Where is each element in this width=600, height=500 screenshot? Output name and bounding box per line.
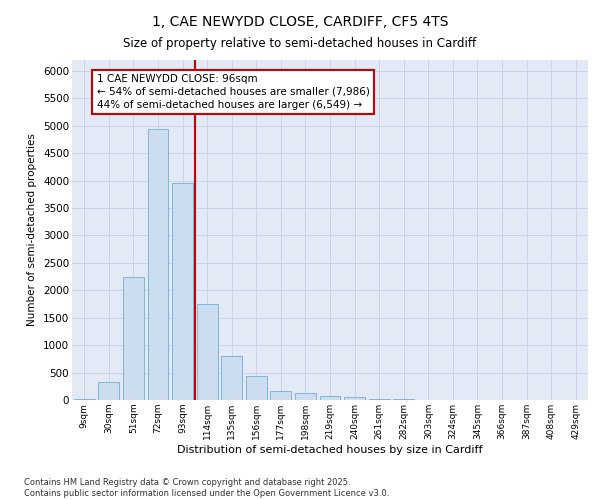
Bar (271, 390, 292, 400)
Bar (246, 376, 267, 400)
Bar (74, 398, 95, 400)
Bar (123, 276, 144, 400)
Bar (221, 356, 242, 400)
Text: 1 CAE NEWYDD CLOSE: 96sqm
← 54% of semi-detached houses are smaller (7,986)
44% : 1 CAE NEWYDD CLOSE: 96sqm ← 54% of semi-… (97, 74, 370, 110)
Bar (148, 128, 169, 400)
Text: Contains HM Land Registry data © Crown copyright and database right 2025.
Contai: Contains HM Land Registry data © Crown c… (24, 478, 389, 498)
Bar (295, 394, 316, 400)
Text: Size of property relative to semi-detached houses in Cardiff: Size of property relative to semi-detach… (124, 38, 476, 51)
Bar (197, 304, 218, 400)
Bar (98, 382, 119, 400)
X-axis label: Distribution of semi-detached houses by size in Cardiff: Distribution of semi-detached houses by … (177, 444, 483, 454)
Bar (172, 184, 193, 400)
Bar (393, 399, 414, 400)
Bar (368, 398, 389, 400)
Bar (320, 396, 340, 400)
Text: 1, CAE NEWYDD CLOSE, CARDIFF, CF5 4TS: 1, CAE NEWYDD CLOSE, CARDIFF, CF5 4TS (152, 15, 448, 29)
Bar (344, 398, 365, 400)
Y-axis label: Number of semi-detached properties: Number of semi-detached properties (28, 134, 37, 326)
